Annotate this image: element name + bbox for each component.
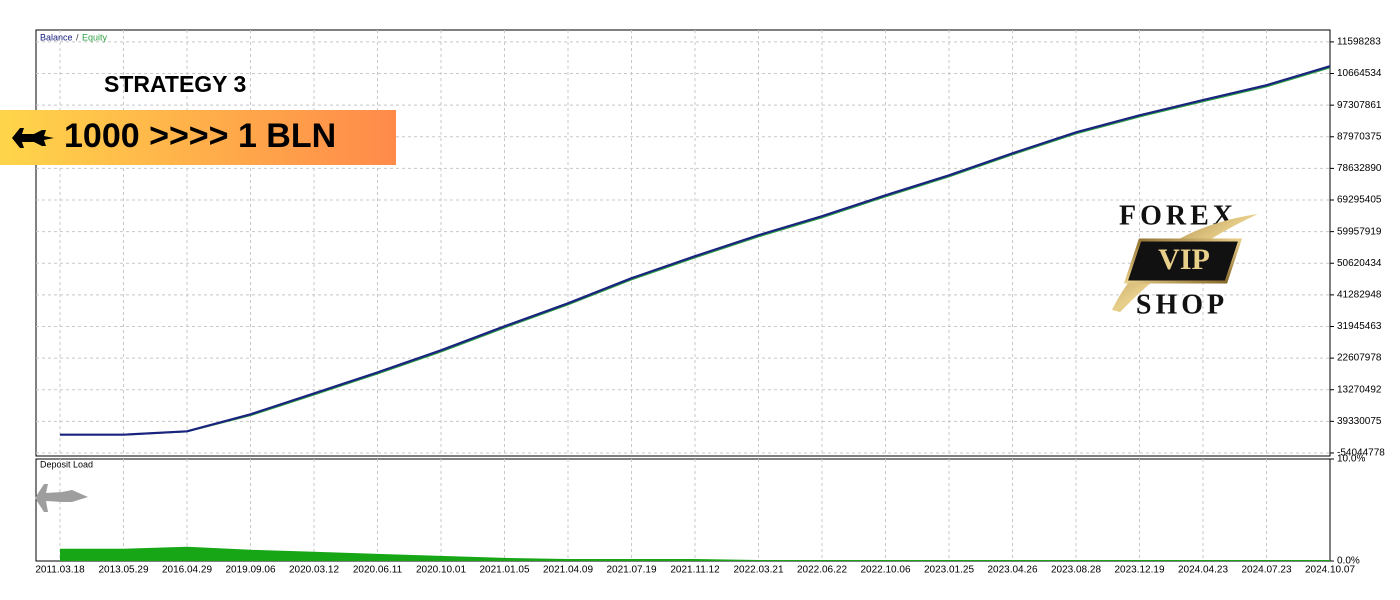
y-tick-label: -54044778 [1337, 448, 1385, 459]
x-tick-label: 2024.07.23 [1241, 565, 1291, 576]
y-tick-label: 11598283 [1337, 37, 1381, 48]
y-tick-label: 10.0% [1337, 454, 1365, 465]
y-tick-label: 39330075 [1337, 416, 1382, 427]
x-tick-label: 2011.03.18 [35, 565, 85, 576]
banner [0, 110, 396, 165]
x-tick-label: 2021.11.12 [670, 565, 720, 576]
legend-equity: Equity [82, 32, 108, 42]
x-tick-label: 2020.10.01 [416, 565, 466, 576]
deposit-panel [35, 458, 1331, 562]
y-tick-label: 59957919 [1337, 226, 1382, 237]
legend-separator: / [76, 32, 79, 42]
x-tick-label: 2016.04.29 [162, 565, 212, 576]
y-tick-label: 78632890 [1337, 163, 1382, 174]
logo-swoosh [1112, 214, 1258, 312]
banner-headline: 1000 >>>> 1 BLN [64, 117, 336, 155]
y-tick-label: 31945463 [1337, 321, 1382, 332]
x-tick-label: 2023.04.26 [987, 565, 1037, 576]
x-tick-label: 2020.06.11 [353, 565, 403, 576]
x-tick-label: 2022.10.06 [860, 565, 910, 576]
x-tick-label: 2022.06.22 [797, 565, 847, 576]
y-tick-label: 22607978 [1337, 353, 1382, 364]
y-tick-label: 87970375 [1337, 131, 1382, 142]
x-tick-label: 2013.05.29 [98, 565, 148, 576]
main-panel [35, 29, 1331, 457]
y-tick-label: 69295405 [1337, 195, 1382, 206]
jet-icon [12, 128, 54, 148]
logo: FOREX VIP SHOP [1112, 200, 1258, 320]
series-line [60, 66, 1331, 436]
x-tick-label: 2024.04.23 [1178, 565, 1228, 576]
x-tick-label: 2023.12.19 [1114, 565, 1164, 576]
x-tick-label: 2021.01.05 [479, 565, 529, 576]
y-tick-label: 10664534 [1337, 68, 1382, 79]
x-tick-label: 2020.03.12 [289, 565, 339, 576]
y-tick-label: 50620434 [1337, 258, 1382, 269]
deposit-title: Deposit Load [40, 459, 93, 469]
jet-watermark [35, 484, 88, 512]
strategy-title: STRATEGY 3 [104, 71, 246, 97]
logo-bottom: SHOP [1136, 289, 1228, 320]
y-tick-label: 97307861 [1337, 100, 1382, 111]
x-tick-label: 2022.03.21 [733, 565, 783, 576]
logo-badge [1123, 238, 1243, 284]
x-tick-label: 2023.08.28 [1051, 565, 1101, 576]
x-tick-label: 2023.01.25 [924, 565, 974, 576]
legend-balance: Balance [40, 32, 73, 42]
x-tick-label: 2021.07.19 [606, 565, 656, 576]
series-line [60, 65, 1331, 436]
y-tick-label: 41282948 [1337, 290, 1382, 301]
y-tick-label: 0.0% [1337, 556, 1360, 567]
logo-badge-text: VIP [1158, 243, 1210, 276]
x-tick-label: 2021.04.09 [543, 565, 593, 576]
x-tick-label: 2019.09.06 [225, 565, 275, 576]
x-tick-label: 2024.10.07 [1305, 565, 1355, 576]
deposit-area [60, 546, 1330, 561]
y-tick-label: 13270492 [1337, 384, 1382, 395]
